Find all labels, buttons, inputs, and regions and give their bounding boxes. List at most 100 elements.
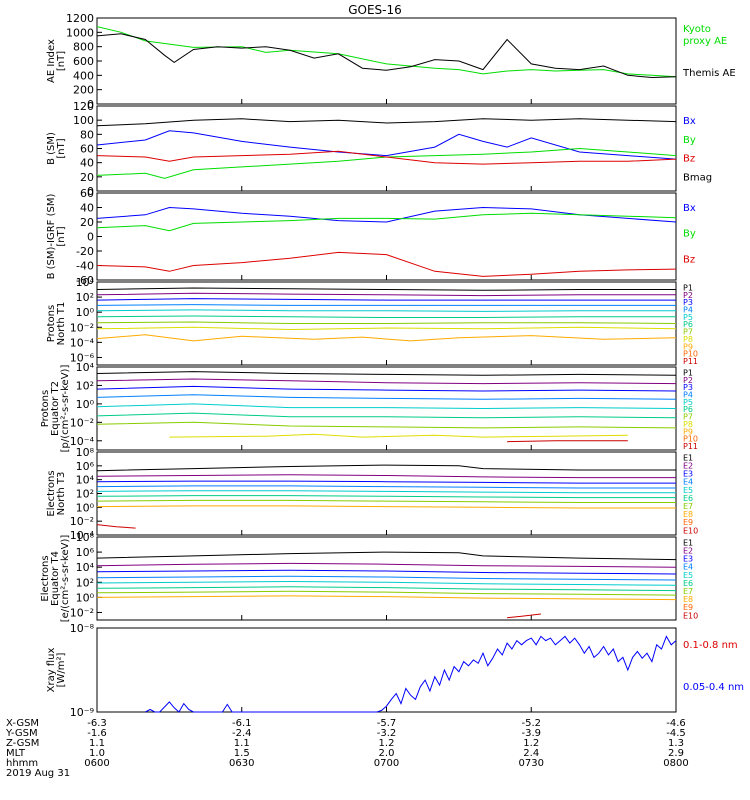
legend-entry: Bx (683, 203, 696, 214)
legend-entry: P2 (683, 376, 693, 385)
y-tick-label: 10² (76, 291, 94, 304)
series-line-e3 (96, 569, 677, 575)
footer-value: 1.1 (89, 738, 105, 749)
y-tick-label: 10⁸ (76, 531, 95, 544)
series-line-e1 (96, 551, 677, 561)
legend-entry: proxy AE (683, 36, 727, 47)
series-line-e8 (96, 595, 677, 601)
y-axis-label: Xray flux (46, 648, 57, 693)
y-tick-label: 60 (80, 143, 94, 156)
series-line-p9 (96, 334, 677, 342)
y-axis-label: [nT] (56, 138, 67, 158)
y-tick-label: 10² (76, 576, 94, 589)
legend-entry: E3 (683, 555, 693, 564)
legend-entry: E8 (683, 595, 693, 604)
legend-entry: E2 (683, 547, 693, 556)
series-line-p2 (96, 378, 677, 385)
series-line-p3 (96, 385, 677, 392)
legend-entry: E4 (683, 478, 693, 487)
y-tick-label: 10⁸ (76, 446, 95, 459)
series-line-0-05-0-4-nm (145, 635, 677, 713)
legend-entry: E10 (683, 526, 698, 535)
y-tick-label: 40 (80, 202, 94, 215)
legend-entry: P7 (683, 328, 693, 337)
y-axis-label: [nT] (56, 51, 67, 71)
legend-entry: E8 (683, 510, 693, 519)
legend-entry: Bmag (683, 172, 712, 183)
legend-entry: P7 (683, 413, 693, 422)
y-axis-label: AE Index (46, 39, 57, 83)
legend-entry: P8 (683, 335, 693, 344)
series-line-e4 (96, 485, 676, 489)
y-tick-label: 100 (73, 114, 94, 127)
series-line-p1 (96, 287, 676, 291)
footer-value: -6.1 (232, 718, 252, 729)
legend-entry: P5 (683, 398, 693, 407)
y-tick-label: 10² (76, 488, 94, 501)
footer-value: 1.2 (379, 738, 395, 749)
footer-value: 1.2 (523, 738, 539, 749)
footer-row-label: X-GSM (6, 718, 39, 729)
footer-value: -4.6 (666, 718, 686, 729)
legend-entry: P2 (683, 291, 693, 300)
y-tick-label: 10⁴ (76, 474, 95, 487)
y-tick-label: 10⁰ (76, 398, 95, 411)
y-axis-label: Protons (40, 390, 51, 427)
legend-entry: P8 (683, 420, 693, 429)
y-axis-label: Equator T2 (50, 381, 61, 436)
y-tick-label: 10⁻⁶ (70, 351, 95, 364)
legend-entry: P11 (683, 357, 698, 366)
series-line-p6 (96, 315, 676, 318)
legend-entry: P3 (683, 298, 693, 307)
y-axis-label: [nT] (56, 226, 67, 246)
series-line-by (96, 147, 677, 179)
legend-entry: P6 (683, 405, 693, 414)
y-axis-label: North T1 (56, 302, 67, 346)
series-line-p4 (96, 304, 676, 306)
series-line-e4 (96, 575, 677, 581)
y-tick-label: -40 (76, 260, 94, 273)
footer-value: 0600 (84, 758, 109, 769)
series-line-p2 (96, 292, 676, 297)
footer-value: -4.5 (666, 728, 686, 739)
legend-entry: P1 (683, 368, 693, 377)
legend-entry: 0.05-0.4 nm (683, 682, 744, 693)
panel-frame (96, 192, 677, 281)
series-line-e5 (96, 490, 676, 494)
y-axis-label: North T3 (56, 472, 67, 516)
footer-value: -5.2 (521, 718, 541, 729)
legend-entry: E7 (683, 587, 693, 596)
series-line-p4 (96, 394, 677, 400)
legend-entry: P6 (683, 320, 693, 329)
y-tick-label: 800 (73, 41, 94, 54)
y-axis-label: Electrons (46, 470, 57, 516)
y-tick-label: 10⁶ (76, 546, 95, 559)
y-tick-label: 0 (87, 98, 94, 111)
footer-value: -1.6 (87, 728, 107, 739)
y-tick-label: 10⁰ (76, 501, 95, 514)
legend-entry: P5 (683, 313, 693, 322)
y-tick-label: 600 (73, 55, 94, 68)
series-line-e10 (96, 524, 136, 529)
footer-value: 0630 (229, 758, 254, 769)
y-tick-label: 60 (80, 187, 94, 200)
y-axis-label: B (SM) (46, 132, 57, 165)
y-tick-label: 1200 (66, 12, 94, 25)
series-line-bx (96, 206, 677, 223)
footer-value: 0700 (374, 758, 399, 769)
y-tick-label: 400 (73, 69, 94, 82)
series-line-bz (96, 150, 677, 165)
y-tick-label: 10⁻⁸ (70, 622, 95, 635)
legend-entry: By (683, 229, 696, 240)
y-axis-label: [W/m²] (56, 652, 67, 687)
y-tick-label: 10⁻⁴ (70, 336, 95, 349)
legend-entry: E3 (683, 470, 693, 479)
legend-entry: E7 (683, 502, 693, 511)
panel-frame (96, 627, 677, 713)
y-tick-label: 10⁻² (70, 416, 94, 429)
y-tick-label: 10² (76, 379, 94, 392)
y-tick-label: 10⁰ (76, 591, 95, 604)
footer-ephemeris: X-GSMY-GSMZ-GSMMLThhmm-6.3-1.61.11.00600… (5, 718, 689, 779)
y-axis-label: B (SM)-IGRF (SM) (46, 194, 57, 280)
